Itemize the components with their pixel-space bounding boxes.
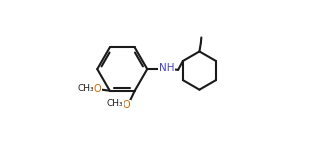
Text: NH: NH (159, 63, 174, 73)
Text: CH₃: CH₃ (77, 84, 94, 93)
Text: O: O (93, 83, 101, 93)
Text: CH₃: CH₃ (107, 100, 123, 108)
Text: O: O (123, 100, 130, 110)
